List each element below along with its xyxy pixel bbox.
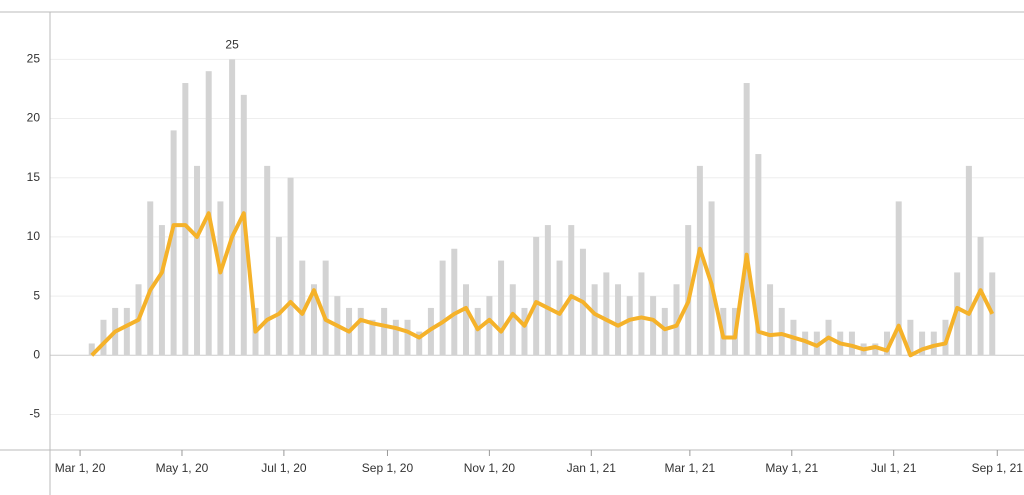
x-tick-label: Mar 1, 20: [55, 461, 106, 475]
x-tick-label: May 1, 20: [156, 461, 209, 475]
bar: [626, 296, 633, 356]
bar: [322, 260, 329, 356]
x-tick-label: Mar 1, 21: [665, 461, 716, 475]
bar: [100, 319, 107, 356]
bar: [310, 284, 317, 356]
bar: [299, 260, 306, 356]
bar: [381, 307, 388, 356]
bar: [685, 225, 692, 356]
y-tick-label: 15: [27, 170, 41, 184]
y-tick-label: 25: [27, 52, 41, 66]
bar: [182, 83, 189, 356]
x-tick-label: Nov 1, 20: [464, 461, 516, 475]
x-tick-label: Jul 1, 20: [261, 461, 307, 475]
bar: [673, 284, 680, 356]
bar: [591, 284, 598, 356]
bar: [930, 331, 937, 356]
bar: [404, 319, 411, 356]
bar: [462, 284, 469, 356]
x-tick-label: May 1, 21: [765, 461, 818, 475]
bar: [755, 154, 762, 356]
bar: [848, 331, 855, 356]
bar: [509, 284, 516, 356]
bar: [147, 201, 154, 356]
bar: [965, 165, 972, 356]
moving-average-line: [90, 211, 995, 358]
bar: [696, 165, 703, 356]
bar: [533, 236, 540, 356]
bar: [474, 307, 481, 356]
bar: [369, 319, 376, 356]
bar: [895, 201, 902, 356]
bar: [884, 331, 891, 356]
bar: [416, 331, 423, 356]
bar: [392, 319, 399, 356]
x-tick-label: Sep 1, 21: [972, 461, 1024, 475]
y-tick-label: 10: [27, 229, 41, 243]
x-tick-label: Sep 1, 20: [362, 461, 414, 475]
bar: [638, 272, 645, 356]
bar: [907, 319, 914, 356]
bar: [568, 225, 575, 356]
bar: [88, 343, 95, 356]
bar: [229, 59, 236, 356]
y-tick-label: 20: [27, 111, 41, 125]
bar: [872, 343, 879, 356]
peak-label: 25: [225, 38, 239, 52]
bar: [544, 225, 551, 356]
bar: [123, 307, 130, 356]
bar: [439, 260, 446, 356]
x-tick-label: Jul 1, 21: [871, 461, 917, 475]
bar: [556, 260, 563, 356]
bar: [767, 284, 774, 356]
bar: [919, 331, 926, 356]
bar: [264, 165, 271, 356]
bar: [357, 307, 364, 356]
bar: [275, 236, 282, 356]
bar: [194, 165, 201, 356]
y-tick-label: -5: [29, 407, 40, 421]
bar: [217, 201, 224, 356]
bar: [158, 225, 165, 356]
x-tick-label: Jan 1, 21: [567, 461, 617, 475]
bar: [451, 248, 458, 356]
bar: [743, 83, 750, 356]
bar: [170, 130, 177, 356]
y-tick-label: 5: [33, 288, 40, 302]
y-tick-label: 0: [33, 347, 40, 361]
bar: [977, 236, 984, 356]
bar: [486, 296, 493, 356]
bar: [603, 272, 610, 356]
bar: [650, 296, 657, 356]
bar: [521, 307, 528, 356]
bar: [802, 331, 809, 356]
bar: [498, 260, 505, 356]
bar: [287, 177, 294, 356]
bar: [615, 284, 622, 356]
bar: [661, 307, 668, 356]
bar: [778, 307, 785, 356]
